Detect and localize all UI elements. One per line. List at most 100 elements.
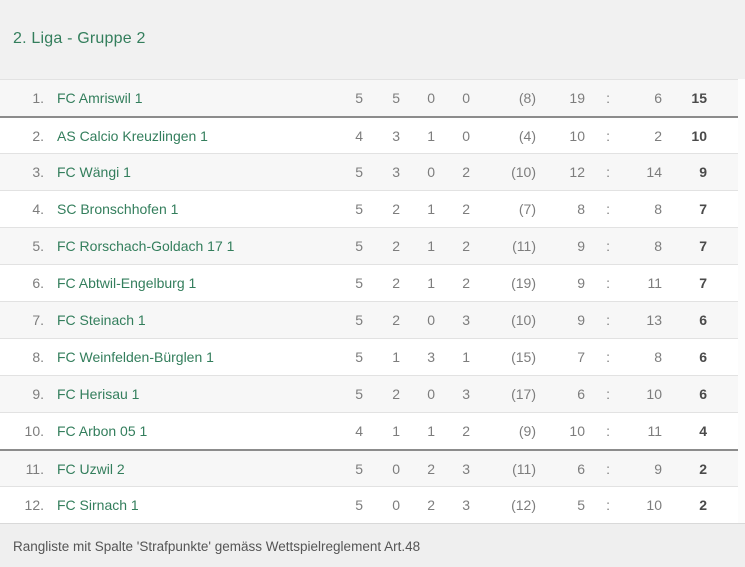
wins-value: 2 <box>392 238 400 254</box>
games-played-value: 5 <box>355 238 363 254</box>
rank-label: 2. <box>32 127 44 144</box>
wins-value: 5 <box>392 90 400 106</box>
goals-against-value: 8 <box>654 349 662 365</box>
goals-against-value: 2 <box>654 127 662 144</box>
team-link[interactable]: FC Uzwil 2 <box>57 460 125 477</box>
table-row: 1. FC Amriswil 1 5 5 0 0 (8) 19 : 6 15 <box>0 79 738 116</box>
games-played-value: 4 <box>355 423 363 439</box>
table-row: 9. FC Herisau 1 5 2 0 3 (17) 6 : 10 6 <box>0 375 738 412</box>
goals-for-value: 8 <box>577 201 585 217</box>
draws-value: 1 <box>427 275 435 291</box>
team-link[interactable]: FC Herisau 1 <box>57 386 140 402</box>
score-colon: : <box>606 386 610 402</box>
team-link[interactable]: FC Rorschach-Goldach 17 1 <box>57 238 235 254</box>
goals-for-value: 10 <box>569 127 585 144</box>
points-value: 7 <box>699 275 707 291</box>
team-link[interactable]: FC Arbon 05 1 <box>57 423 148 439</box>
penalty-points-value: (10) <box>511 164 536 180</box>
losses-value: 0 <box>462 90 470 106</box>
goals-against-value: 14 <box>646 164 662 180</box>
widget-footer: Rangliste mit Spalte 'Strafpunkte' gemäs… <box>0 523 745 567</box>
score-colon: : <box>606 497 610 513</box>
team-link[interactable]: FC Steinach 1 <box>57 312 146 328</box>
wins-value: 0 <box>392 460 400 477</box>
losses-value: 2 <box>462 164 470 180</box>
wins-value: 2 <box>392 201 400 217</box>
draws-value: 0 <box>427 90 435 106</box>
losses-value: 2 <box>462 275 470 291</box>
table-row: 6. FC Abtwil-Engelburg 1 5 2 1 2 (19) 9 … <box>0 264 738 301</box>
team-link[interactable]: FC Sirnach 1 <box>57 497 139 513</box>
wins-value: 2 <box>392 386 400 402</box>
losses-value: 1 <box>462 349 470 365</box>
draws-value: 1 <box>427 201 435 217</box>
losses-value: 0 <box>462 127 470 144</box>
goals-against-value: 11 <box>647 275 662 291</box>
team-link[interactable]: FC Amriswil 1 <box>57 90 143 106</box>
wins-value: 3 <box>392 127 400 144</box>
team-link[interactable]: SC Bronschhofen 1 <box>57 201 179 217</box>
penalty-points-value: (4) <box>518 127 536 144</box>
table-row: 10. FC Arbon 05 1 4 1 1 2 (9) 10 : 11 4 <box>0 412 738 449</box>
table-row: 4. SC Bronschhofen 1 5 2 1 2 (7) 8 : 8 7 <box>0 190 738 227</box>
team-link[interactable]: FC Weinfelden-Bürglen 1 <box>57 349 214 365</box>
goals-for-value: 6 <box>577 386 585 402</box>
penalty-points-value: (11) <box>512 238 536 254</box>
score-colon: : <box>606 90 610 106</box>
penalty-points-value: (9) <box>518 423 536 439</box>
draws-value: 3 <box>427 349 435 365</box>
table-row: 8. FC Weinfelden-Bürglen 1 5 1 3 1 (15) … <box>0 338 738 375</box>
draws-value: 0 <box>427 312 435 328</box>
goals-for-value: 9 <box>577 312 585 328</box>
goals-for-value: 5 <box>577 497 585 513</box>
penalty-points-value: (15) <box>511 349 536 365</box>
score-colon: : <box>606 460 610 477</box>
rank-label: 7. <box>32 312 44 328</box>
games-played-value: 5 <box>355 312 363 328</box>
wins-value: 1 <box>392 423 400 439</box>
points-value: 7 <box>699 201 707 217</box>
goals-against-value: 10 <box>646 386 662 402</box>
score-colon: : <box>606 164 610 180</box>
rank-label: 3. <box>32 164 44 180</box>
widget-header: 2. Liga - Gruppe 2 <box>0 0 745 79</box>
goals-against-value: 13 <box>646 312 662 328</box>
penalty-points-value: (10) <box>511 312 536 328</box>
rank-label: 6. <box>32 275 44 291</box>
team-link[interactable]: FC Abtwil-Engelburg 1 <box>57 275 197 291</box>
losses-value: 2 <box>462 423 470 439</box>
games-played-value: 5 <box>355 201 363 217</box>
penalty-points-value: (8) <box>518 90 536 106</box>
table-row: 2. AS Calcio Kreuzlingen 1 4 3 1 0 (4) 1… <box>0 116 738 153</box>
draws-value: 1 <box>427 127 435 144</box>
rank-label: 8. <box>32 349 44 365</box>
goals-against-value: 6 <box>654 90 662 106</box>
draws-value: 0 <box>427 164 435 180</box>
draws-value: 1 <box>427 238 435 254</box>
table-row: 3. FC Wängi 1 5 3 0 2 (10) 12 : 14 9 <box>0 153 738 190</box>
score-colon: : <box>606 201 610 217</box>
games-played-value: 5 <box>355 460 363 477</box>
games-played-value: 5 <box>355 90 363 106</box>
points-value: 7 <box>699 238 707 254</box>
goals-against-value: 8 <box>654 238 662 254</box>
wins-value: 1 <box>392 349 400 365</box>
points-value: 6 <box>699 312 707 328</box>
wins-value: 2 <box>392 275 400 291</box>
team-link[interactable]: FC Wängi 1 <box>57 164 131 180</box>
points-value: 6 <box>699 386 707 402</box>
penalty-points-value: (17) <box>511 386 536 402</box>
team-link[interactable]: AS Calcio Kreuzlingen 1 <box>57 127 208 144</box>
goals-for-value: 9 <box>577 275 585 291</box>
goals-for-value: 10 <box>569 423 585 439</box>
games-played-value: 5 <box>355 275 363 291</box>
score-colon: : <box>606 312 610 328</box>
rank-label: 4. <box>32 201 44 217</box>
rank-label: 11. <box>25 460 44 477</box>
score-colon: : <box>606 275 610 291</box>
footer-note: Rangliste mit Spalte 'Strafpunkte' gemäs… <box>13 538 421 554</box>
losses-value: 3 <box>462 497 470 513</box>
rank-label: 12. <box>24 497 44 513</box>
goals-against-value: 11 <box>647 423 662 439</box>
table-row: 12. FC Sirnach 1 5 0 2 3 (12) 5 : 10 2 <box>0 486 738 523</box>
